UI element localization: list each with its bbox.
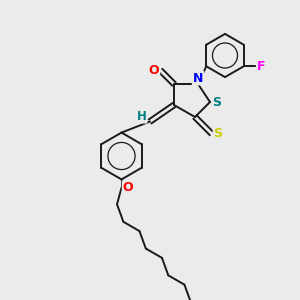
Text: O: O <box>148 64 159 77</box>
Text: N: N <box>193 71 203 85</box>
Text: F: F <box>257 60 266 73</box>
Text: S: S <box>214 127 223 140</box>
Text: S: S <box>212 95 221 109</box>
Text: H: H <box>137 110 146 123</box>
Text: O: O <box>123 181 134 194</box>
